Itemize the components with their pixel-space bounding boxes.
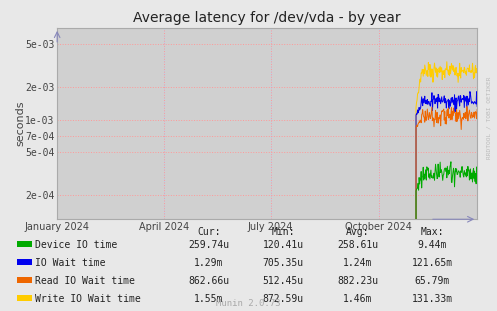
Text: 120.41u: 120.41u [263, 239, 304, 249]
Text: 872.59u: 872.59u [263, 294, 304, 304]
Text: Min:: Min: [271, 227, 295, 237]
Text: 121.65m: 121.65m [412, 258, 453, 267]
Text: 512.45u: 512.45u [263, 276, 304, 285]
Text: Munin 2.0.73: Munin 2.0.73 [216, 299, 281, 308]
Text: 258.61u: 258.61u [337, 239, 378, 249]
Text: 1.46m: 1.46m [343, 294, 373, 304]
Text: Read IO Wait time: Read IO Wait time [35, 276, 135, 285]
Text: 65.79m: 65.79m [415, 276, 450, 285]
Text: Max:: Max: [420, 227, 444, 237]
Title: Average latency for /dev/vda - by year: Average latency for /dev/vda - by year [133, 12, 401, 26]
Text: 259.74u: 259.74u [188, 239, 229, 249]
Text: Device IO time: Device IO time [35, 239, 117, 249]
Text: 1.24m: 1.24m [343, 258, 373, 267]
Text: 705.35u: 705.35u [263, 258, 304, 267]
Text: 131.33m: 131.33m [412, 294, 453, 304]
Text: 862.66u: 862.66u [188, 276, 229, 285]
Text: Cur:: Cur: [197, 227, 221, 237]
Text: 1.55m: 1.55m [194, 294, 224, 304]
Text: RRDTOOL / TOBI OETIKER: RRDTOOL / TOBI OETIKER [486, 77, 491, 160]
Y-axis label: seconds: seconds [16, 101, 26, 146]
Text: 882.23u: 882.23u [337, 276, 378, 285]
Text: Write IO Wait time: Write IO Wait time [35, 294, 141, 304]
Text: 1.29m: 1.29m [194, 258, 224, 267]
Text: 9.44m: 9.44m [417, 239, 447, 249]
Text: Avg:: Avg: [346, 227, 370, 237]
Text: IO Wait time: IO Wait time [35, 258, 106, 267]
